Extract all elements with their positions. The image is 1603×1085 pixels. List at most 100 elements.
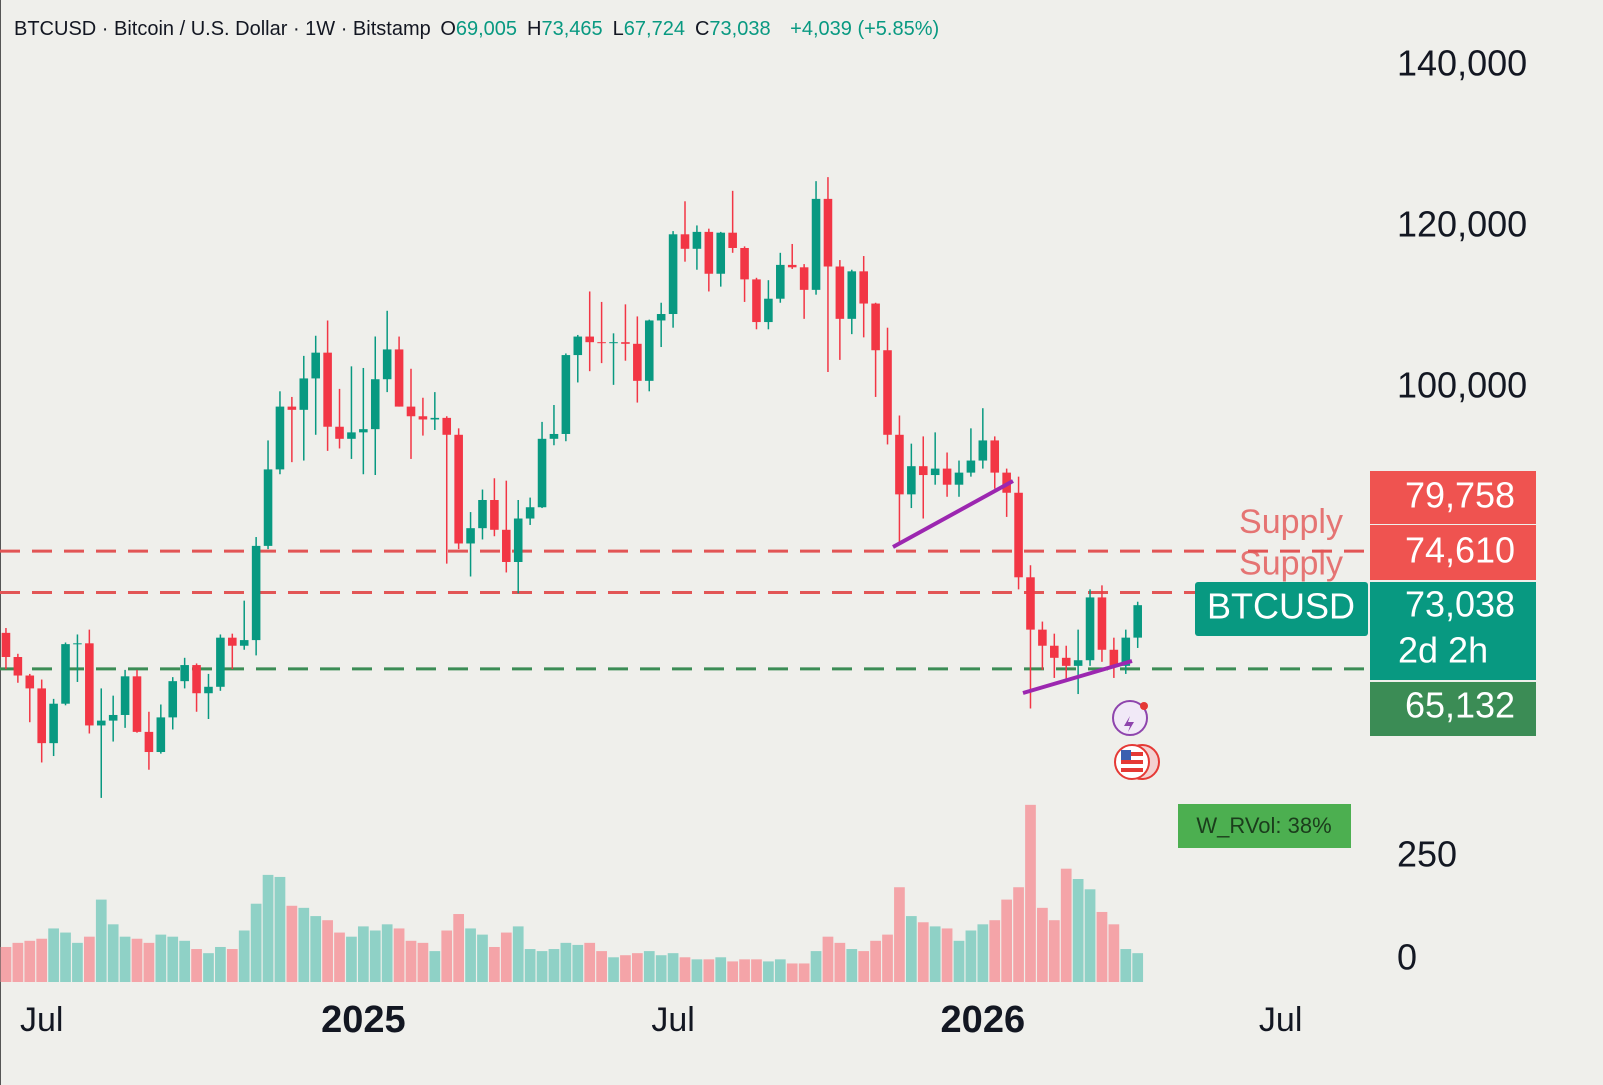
candle-body (466, 528, 475, 544)
candle-body (930, 468, 940, 476)
candle-body (704, 231, 714, 274)
candle-body (1, 632, 11, 658)
candle-body (835, 266, 845, 319)
volume-bar (941, 928, 953, 982)
volume-bar (846, 949, 858, 982)
x-tick-label: Jul (651, 1001, 694, 1039)
volume-bar (72, 942, 83, 982)
candle-body (287, 406, 297, 410)
candle-body (966, 460, 976, 473)
volume-bar (691, 959, 703, 982)
y-tick-label: 100,000 (1397, 365, 1527, 406)
candle-body (1014, 492, 1023, 578)
candle-body (799, 267, 809, 290)
volume-bar (1048, 920, 1060, 982)
candle-body (561, 355, 571, 434)
volume-bar (322, 920, 333, 982)
volume-bar (882, 934, 893, 982)
candle-body (978, 440, 988, 461)
volume-bar (679, 957, 691, 982)
volume-bar (381, 924, 393, 982)
volume-bar (203, 953, 214, 982)
candle-body (752, 279, 761, 323)
level-tag-label: 79,758 (1405, 475, 1515, 516)
volume-bar (1084, 889, 1096, 982)
countdown: 2d 2h (1398, 630, 1488, 671)
candle-body (418, 416, 428, 420)
candle-body (85, 643, 94, 726)
volume-bar (751, 959, 762, 982)
candle-body (692, 231, 702, 249)
candle-body (644, 320, 654, 381)
level-tag (1370, 682, 1536, 736)
volume-bar (620, 955, 631, 982)
candle-body (918, 466, 928, 476)
candle-body (621, 342, 630, 344)
volume-bar (715, 957, 727, 982)
volume-bar (215, 946, 226, 982)
candle-body (1026, 577, 1035, 630)
candle-body (168, 681, 178, 718)
level-tag-label: 74,610 (1405, 530, 1515, 571)
candle-body (895, 434, 904, 495)
volume-bar (405, 940, 417, 982)
volume-bar (441, 930, 453, 982)
candle-body (478, 500, 487, 529)
volume-bar (238, 930, 250, 982)
ohlc-value: 67,724 (623, 18, 685, 40)
candle-body (73, 643, 82, 645)
volume-bar (667, 953, 679, 982)
volume-bar (703, 959, 715, 982)
volume-bar (608, 957, 619, 982)
candle-body (1121, 637, 1131, 666)
volume-bar (143, 942, 155, 982)
change: +4,039 (+5.85%) (790, 18, 940, 40)
volume-bar (357, 926, 369, 982)
volume-bar (965, 930, 977, 982)
ohlc-value: 73,038 (709, 18, 771, 40)
candle-body (37, 688, 46, 744)
candle-body (716, 232, 726, 274)
volume-bar (179, 940, 191, 982)
volume-bar (453, 914, 465, 982)
volume-bar (631, 953, 643, 982)
candle-body (811, 198, 821, 290)
volume-bar (894, 887, 905, 982)
candle-body (299, 378, 309, 410)
volume-bar (36, 938, 48, 982)
level-tag (1370, 471, 1536, 524)
volume-bar (298, 907, 310, 982)
volume-tick-label: 250 (1397, 834, 1457, 875)
candle-body (740, 247, 749, 280)
candle-body (394, 349, 404, 407)
candle-body (585, 336, 594, 343)
volume-bar (286, 905, 298, 982)
candle-body (204, 686, 213, 694)
candle-body (96, 720, 106, 726)
volume-bar (131, 938, 143, 982)
event-icon (1112, 700, 1148, 736)
volume-pane (0, 804, 1144, 982)
volume-bar (24, 940, 36, 982)
volume-bar (858, 951, 870, 982)
candle-body (1038, 629, 1047, 646)
candle-body (1073, 660, 1083, 666)
candle-body (216, 637, 225, 687)
volume-bar (1025, 804, 1036, 982)
volume-bar (465, 928, 476, 982)
volume-bar (584, 942, 596, 982)
volume-bar (822, 936, 834, 982)
level-name: Supply (1239, 544, 1343, 582)
y-tick-label: 140,000 (1397, 43, 1527, 84)
candle-body (1097, 597, 1107, 650)
volume-bar (310, 916, 322, 982)
ohlc-value: 73,465 (541, 18, 603, 40)
candle-body (311, 352, 320, 379)
candle-body (132, 676, 142, 732)
volume-bar (763, 961, 774, 982)
price-tags: 79,758 74,610 BTCUSD 73,038 2d 2h 65,132 (1195, 471, 1536, 736)
candle-body (883, 350, 892, 435)
